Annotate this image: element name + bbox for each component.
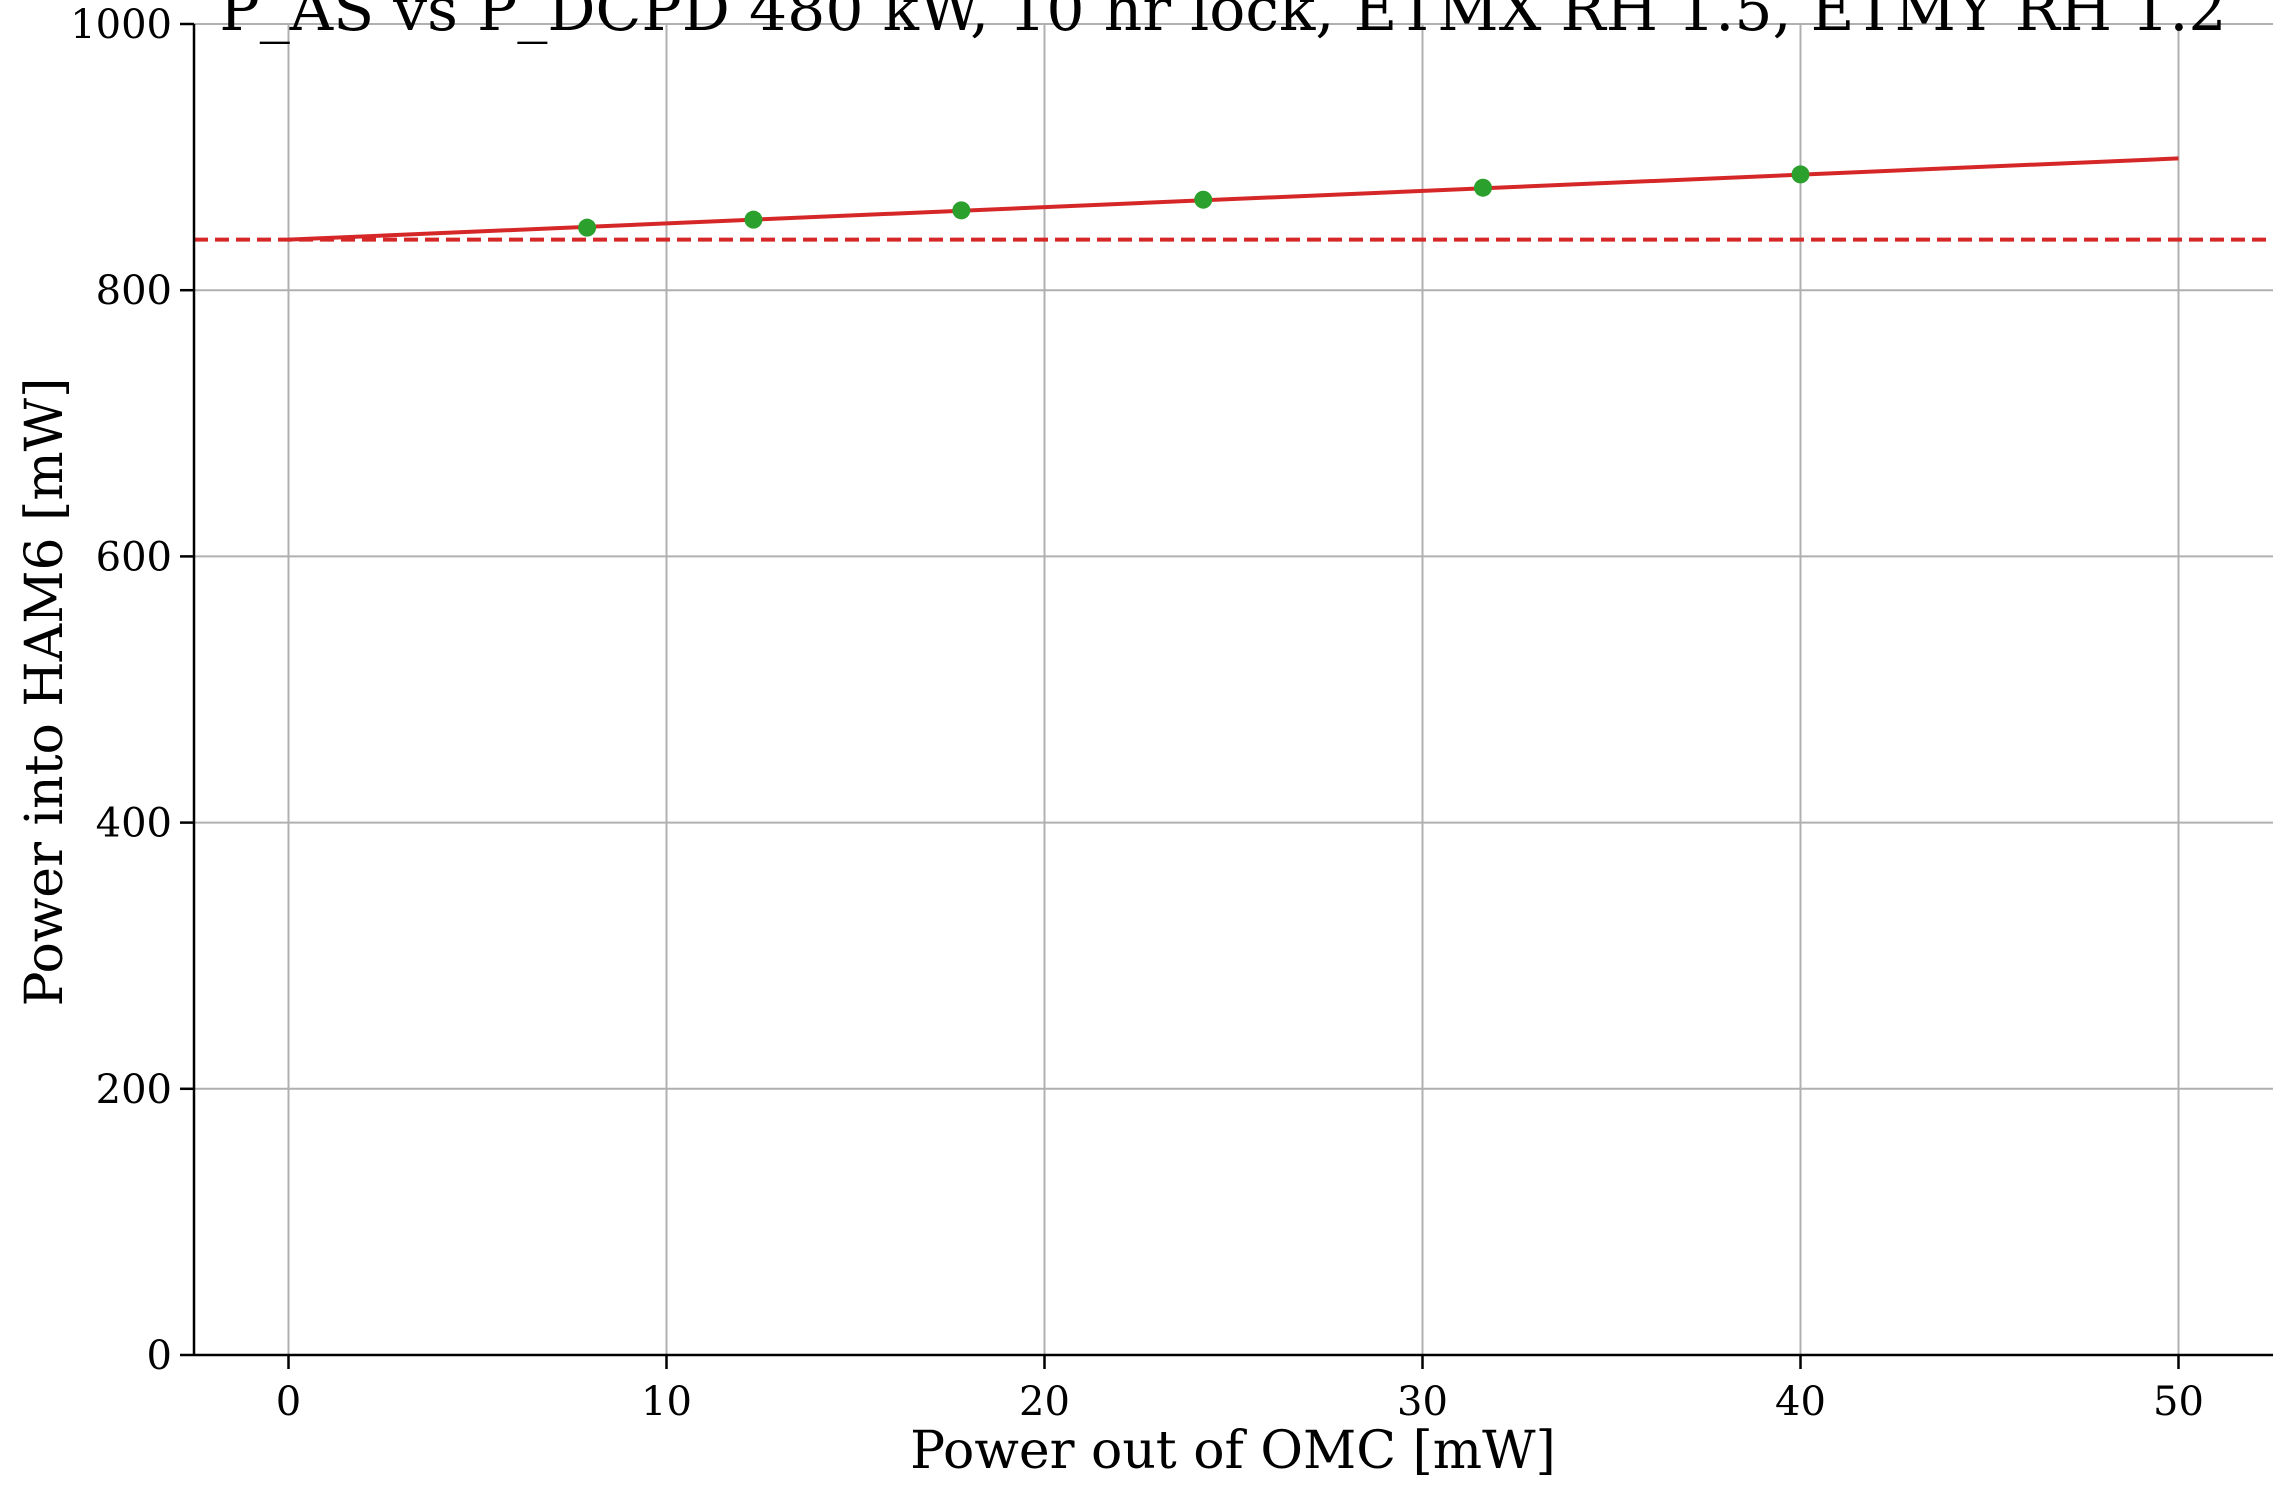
x-tick-label: 0	[276, 1379, 301, 1425]
y-tick-label: 600	[96, 534, 172, 580]
y-tick-label: 400	[96, 801, 172, 847]
plot-series	[194, 156, 2273, 242]
y-tick-label: 0	[147, 1333, 172, 1379]
y-tick-label: 1000	[70, 2, 172, 48]
x-tick-label: 20	[1019, 1379, 1070, 1425]
data-point	[1473, 178, 1492, 197]
data-point	[578, 218, 597, 237]
x-axis-title: Power out of OMC [mW]	[910, 1421, 1556, 1481]
tick-labels: 0 10 20 30 40 50 0 200 400 600 800 1000	[70, 2, 2204, 1425]
y-tick-label: 200	[96, 1067, 172, 1113]
x-tick-label: 30	[1397, 1379, 1448, 1425]
data-point	[1791, 165, 1810, 184]
y-tick-label: 800	[96, 268, 172, 314]
data-point	[952, 201, 971, 220]
chart-title: P_AS vs P_DCPD 480 kW, 10 hr lock, ETMX …	[219, 0, 2226, 45]
data-point	[1194, 190, 1213, 209]
y-axis-title: Power into HAM6 [mW]	[15, 378, 75, 1007]
x-tick-label: 10	[641, 1379, 692, 1425]
axes	[180, 22, 2273, 1369]
x-tick-label: 50	[2153, 1379, 2204, 1425]
x-tick-label: 40	[1775, 1379, 1826, 1425]
fit-line	[288, 156, 2179, 242]
grid	[194, 23, 2273, 1356]
data-point	[744, 210, 763, 229]
